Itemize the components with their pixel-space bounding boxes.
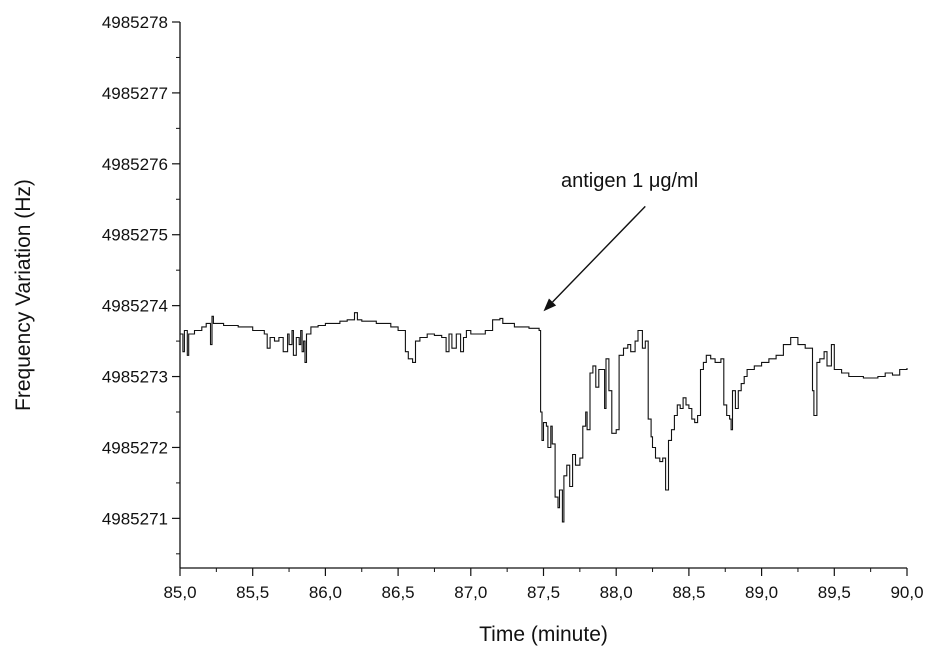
x-tick-label: 86,5 [382, 583, 415, 602]
x-tick-label: 87,0 [454, 583, 487, 602]
x-tick-label: 85,5 [236, 583, 269, 602]
y-axis-ticks: 4985271 4985272 4985273 4985274 4985275 49852… [102, 13, 180, 555]
y-tick-label: 4985278 [102, 13, 168, 32]
y-tick-label: 4985276 [102, 155, 168, 174]
x-tick-label: 87,5 [527, 583, 560, 602]
y-tick-label: 4985275 [102, 226, 168, 245]
annotation-arrowhead [543, 298, 557, 312]
x-tick-label: 89,5 [818, 583, 851, 602]
x-tick-label: 88,0 [600, 583, 633, 602]
x-tick-label: 88,5 [672, 583, 705, 602]
annotation-label: antigen 1 μg/ml [561, 170, 698, 192]
annotation-arrow [552, 205, 646, 303]
series-layer [180, 312, 908, 523]
x-axis-title: Time (minute) [479, 623, 608, 646]
x-tick-label: 89,0 [745, 583, 778, 602]
x-tick-label: 85,0 [163, 583, 196, 602]
y-tick-label: 4985273 [102, 368, 168, 387]
frequency-series-line [180, 312, 908, 523]
x-tick-label: 86,0 [309, 583, 342, 602]
x-tick-label: 90,0 [890, 583, 923, 602]
y-tick-label: 4985271 [102, 509, 168, 528]
y-tick-label: 4985277 [102, 84, 168, 103]
x-axis-ticks: 85,0 85,5 86,0 86,5 87,0 87,5 88,0 88,5 89,0 89,5… [163, 568, 924, 602]
y-axis-title: Frequency Variation (Hz) [12, 179, 35, 411]
y-tick-label: 4985274 [102, 297, 168, 316]
y-tick-label: 4985272 [102, 438, 168, 457]
